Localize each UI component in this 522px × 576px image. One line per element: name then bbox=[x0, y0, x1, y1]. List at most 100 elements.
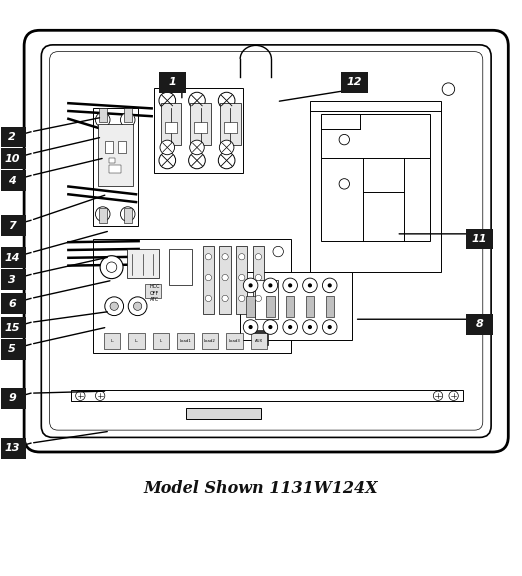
Bar bbox=[219, 247, 231, 314]
Bar bbox=[220, 103, 241, 145]
Circle shape bbox=[263, 320, 278, 334]
Bar bbox=[185, 408, 261, 419]
Circle shape bbox=[248, 283, 253, 287]
Bar bbox=[253, 247, 264, 314]
Circle shape bbox=[303, 320, 317, 334]
Bar bbox=[93, 238, 291, 353]
Bar bbox=[71, 390, 463, 401]
Text: 6: 6 bbox=[8, 298, 16, 309]
Text: Load2: Load2 bbox=[204, 339, 216, 343]
Circle shape bbox=[222, 253, 228, 260]
Bar bbox=[164, 123, 177, 133]
Bar bbox=[326, 296, 334, 317]
Bar bbox=[321, 113, 430, 163]
Bar bbox=[0, 317, 26, 338]
Text: 1: 1 bbox=[169, 77, 176, 88]
Circle shape bbox=[105, 297, 124, 316]
Bar bbox=[177, 334, 194, 349]
Text: HCC: HCC bbox=[149, 284, 160, 289]
Bar bbox=[201, 334, 218, 349]
Bar bbox=[109, 165, 122, 173]
Circle shape bbox=[288, 283, 292, 287]
Bar bbox=[127, 249, 160, 278]
Circle shape bbox=[239, 275, 245, 281]
Bar bbox=[240, 272, 352, 340]
FancyBboxPatch shape bbox=[50, 52, 483, 430]
Text: Load1: Load1 bbox=[180, 339, 192, 343]
Bar bbox=[98, 124, 134, 187]
Circle shape bbox=[96, 112, 110, 127]
FancyBboxPatch shape bbox=[24, 31, 508, 452]
Text: 13: 13 bbox=[4, 444, 20, 453]
Bar bbox=[104, 334, 121, 349]
Bar bbox=[0, 339, 26, 360]
Bar bbox=[0, 438, 26, 458]
Circle shape bbox=[308, 283, 312, 287]
Circle shape bbox=[205, 253, 211, 260]
Circle shape bbox=[323, 320, 337, 334]
Text: L: L bbox=[160, 339, 162, 343]
Circle shape bbox=[433, 391, 443, 400]
Circle shape bbox=[189, 140, 204, 155]
Circle shape bbox=[188, 92, 205, 109]
Circle shape bbox=[100, 256, 123, 279]
Circle shape bbox=[328, 283, 332, 287]
Bar bbox=[224, 123, 236, 133]
Circle shape bbox=[442, 83, 455, 96]
Circle shape bbox=[255, 275, 262, 281]
Bar bbox=[159, 72, 186, 93]
Text: L₂: L₂ bbox=[135, 339, 138, 343]
Bar bbox=[341, 72, 368, 93]
Text: 8: 8 bbox=[476, 320, 483, 329]
Bar bbox=[0, 269, 26, 290]
Circle shape bbox=[218, 152, 235, 169]
Circle shape bbox=[268, 283, 272, 287]
Text: AUX: AUX bbox=[255, 339, 263, 343]
Bar bbox=[286, 296, 294, 317]
Bar bbox=[153, 334, 169, 349]
Bar bbox=[236, 247, 247, 314]
Bar bbox=[246, 296, 255, 317]
Text: 9: 9 bbox=[8, 393, 16, 403]
Bar bbox=[226, 334, 243, 349]
Bar bbox=[124, 108, 132, 123]
Bar bbox=[0, 248, 26, 268]
Text: Load3: Load3 bbox=[229, 339, 241, 343]
Circle shape bbox=[339, 179, 350, 189]
Text: ATC: ATC bbox=[150, 297, 159, 302]
FancyBboxPatch shape bbox=[41, 45, 491, 437]
Circle shape bbox=[96, 391, 105, 400]
Circle shape bbox=[160, 140, 174, 155]
Circle shape bbox=[255, 295, 262, 301]
Circle shape bbox=[222, 295, 228, 301]
Circle shape bbox=[283, 278, 298, 293]
Text: OFF: OFF bbox=[150, 291, 159, 295]
Circle shape bbox=[273, 247, 283, 257]
Circle shape bbox=[308, 325, 312, 329]
Bar bbox=[255, 329, 268, 345]
Text: 11: 11 bbox=[472, 234, 488, 244]
Circle shape bbox=[110, 302, 118, 310]
Text: 5: 5 bbox=[8, 344, 16, 354]
Circle shape bbox=[188, 152, 205, 169]
Bar bbox=[266, 296, 275, 317]
Circle shape bbox=[239, 253, 245, 260]
Text: 3: 3 bbox=[8, 275, 16, 285]
Bar bbox=[466, 229, 493, 249]
Bar bbox=[311, 101, 441, 272]
Circle shape bbox=[243, 320, 258, 334]
Circle shape bbox=[76, 391, 85, 400]
Circle shape bbox=[303, 278, 317, 293]
Circle shape bbox=[239, 295, 245, 301]
Circle shape bbox=[268, 325, 272, 329]
Bar bbox=[0, 293, 26, 314]
Circle shape bbox=[328, 325, 332, 329]
Circle shape bbox=[263, 278, 278, 293]
Circle shape bbox=[121, 207, 135, 221]
Circle shape bbox=[288, 325, 292, 329]
Bar bbox=[190, 103, 211, 145]
Circle shape bbox=[339, 134, 350, 145]
Text: 14: 14 bbox=[4, 253, 20, 263]
Bar bbox=[0, 170, 26, 191]
Circle shape bbox=[159, 152, 175, 169]
